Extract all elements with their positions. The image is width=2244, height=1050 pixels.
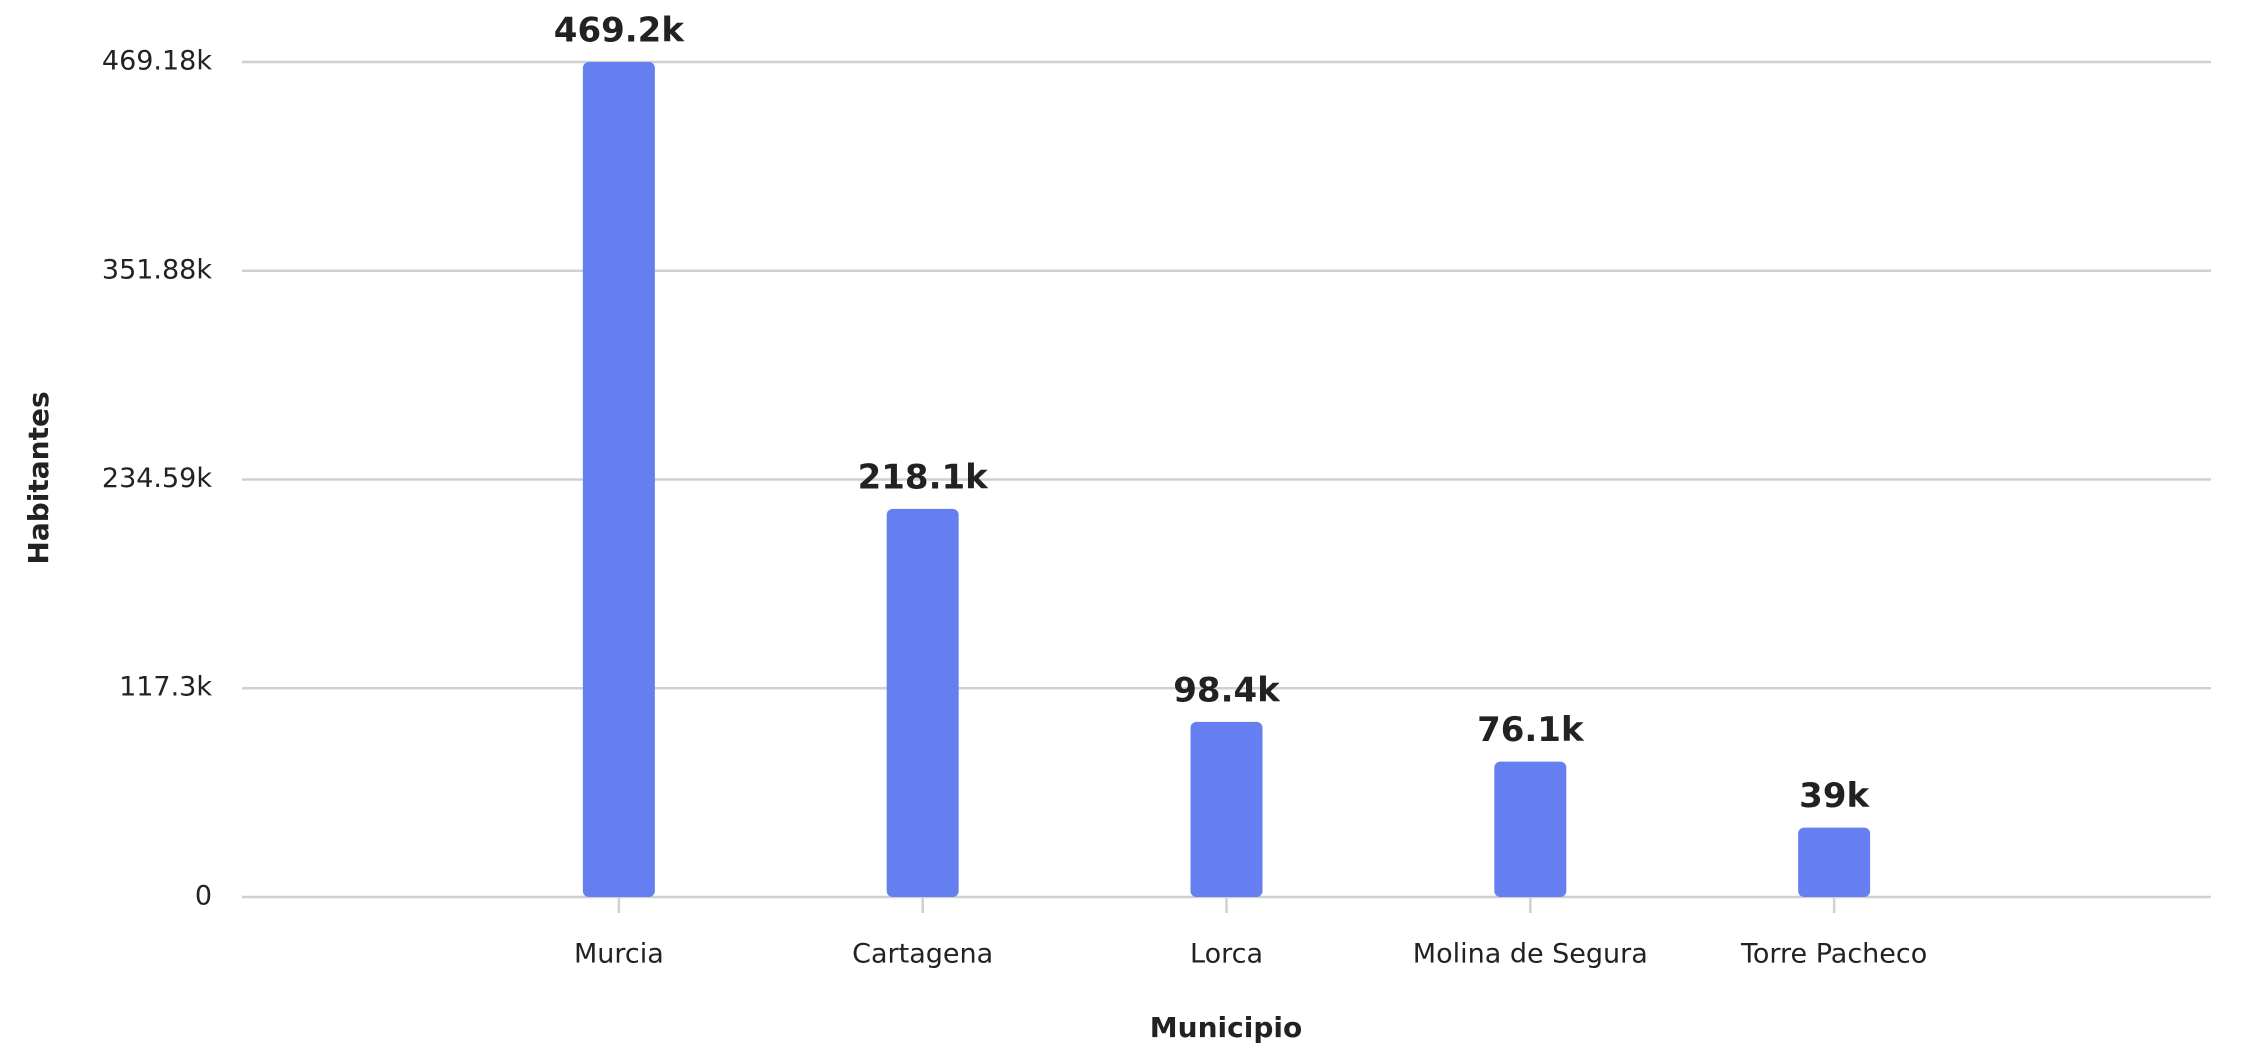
value-label: 218.1k: [858, 457, 990, 497]
x-tick-label: Torre Pacheco: [1740, 939, 1927, 970]
bar: [1494, 761, 1567, 897]
value-label: 98.4k: [1173, 670, 1281, 710]
x-tick-label: Lorca: [1190, 939, 1263, 970]
bar: [582, 61, 655, 897]
y-tick-label: 234.59k: [102, 463, 212, 494]
y-tick-label: 469.18k: [102, 46, 212, 77]
bar: [886, 508, 959, 897]
bar: [1798, 827, 1871, 897]
y-tick-label: 117.3k: [119, 672, 212, 703]
value-label: 469.2k: [554, 10, 686, 50]
x-tick-label: Cartagena: [852, 939, 993, 970]
y-tick-label: 351.88k: [102, 254, 212, 285]
bar: [1190, 721, 1263, 897]
y-tick-label: 0: [195, 881, 212, 912]
x-tick-label: Murcia: [574, 939, 664, 970]
value-label: 39k: [1799, 776, 1870, 816]
x-axis-title: Municipio: [1150, 1011, 1302, 1044]
y-axis-title: Habitantes: [22, 391, 55, 564]
value-label: 76.1k: [1477, 710, 1585, 750]
x-tick-label: Molina de Segura: [1413, 939, 1648, 970]
